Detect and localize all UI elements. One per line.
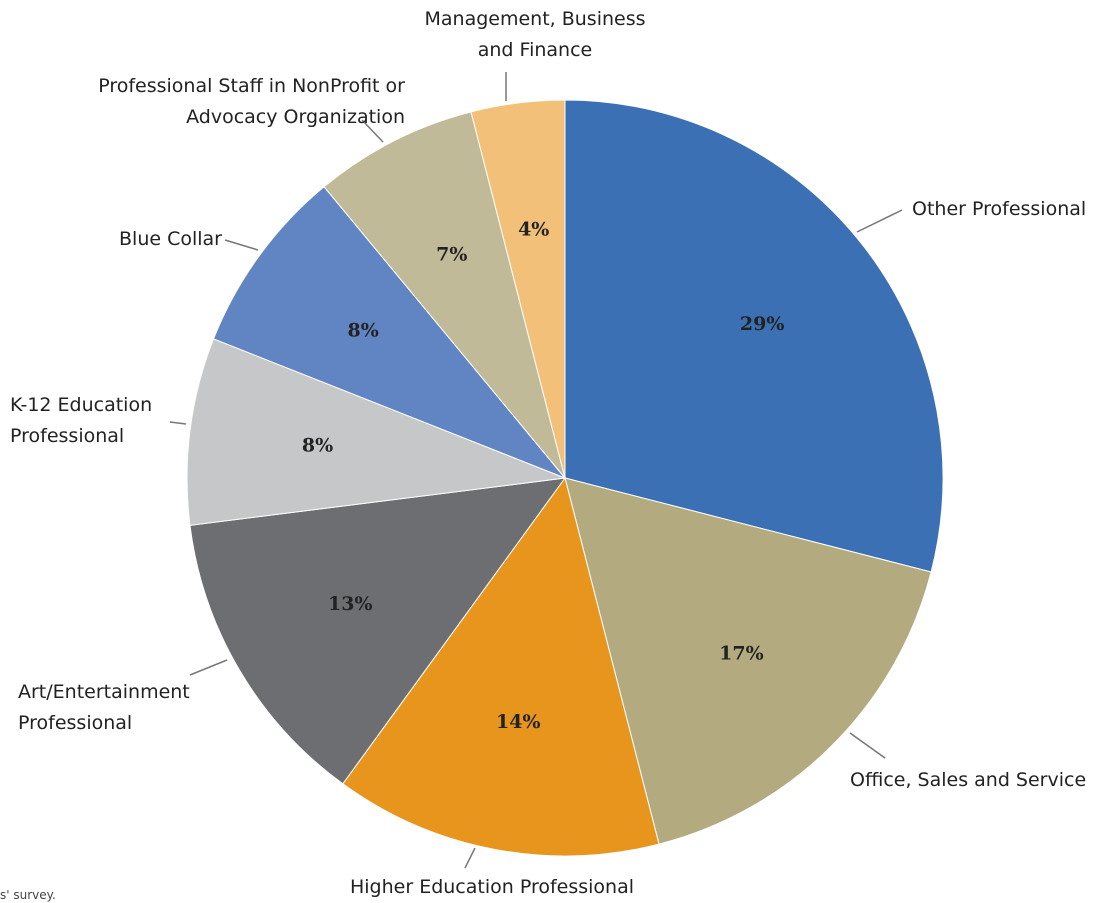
- pie-slice: [323, 111, 566, 479]
- pie-slice: [189, 477, 567, 785]
- data-label: 13%: [328, 593, 373, 615]
- category-label: Office, Sales and Service: [850, 769, 1087, 791]
- pie-slice: [212, 186, 566, 479]
- data-label: 7%: [436, 244, 467, 266]
- data-label: 17%: [719, 642, 764, 664]
- category-label: Higher Education Professional: [349, 876, 635, 898]
- pie-slice: [470, 99, 566, 479]
- source-note: s' survey.: [0, 888, 56, 902]
- leader-line: [169, 421, 187, 425]
- category-label: Other Professional: [912, 198, 1087, 220]
- category-label: Blue Collar: [119, 228, 222, 250]
- category-label: Art/Entertainment Professional: [18, 681, 190, 734]
- data-label: 8%: [302, 435, 333, 457]
- leader-line: [189, 659, 228, 676]
- category-label: Management, Business and Finance: [424, 8, 646, 61]
- pie-slice: [564, 477, 932, 845]
- pie-slice: [186, 338, 566, 526]
- pie-slice: [342, 476, 660, 857]
- data-label: 14%: [496, 711, 541, 733]
- data-label: 8%: [348, 319, 379, 341]
- leader-line: [361, 119, 384, 143]
- leader-line: [464, 847, 476, 869]
- data-label: 4%: [518, 218, 549, 240]
- leader-line: [856, 209, 903, 233]
- pie-slice: [564, 99, 944, 573]
- category-label: K-12 Education Professional: [10, 394, 153, 447]
- category-label: Professional Staff in NonProfit or Advoc…: [98, 75, 405, 128]
- leader-line: [849, 732, 886, 759]
- leader-line: [224, 239, 259, 251]
- data-label: 29%: [740, 313, 785, 335]
